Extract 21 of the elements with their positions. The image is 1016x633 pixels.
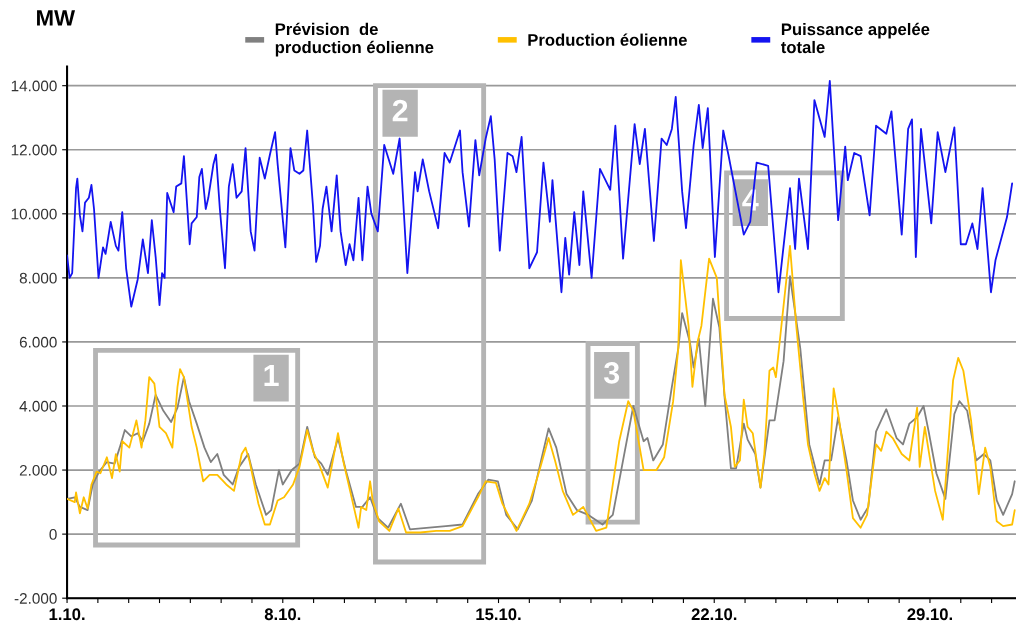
x-tick-label: 1.10. xyxy=(49,608,85,621)
annotation: 1 xyxy=(264,364,279,386)
y-tick-label: 4.000 xyxy=(19,400,57,412)
legend-label: Production éolienne xyxy=(528,33,687,46)
y-tick-label: 10.000 xyxy=(11,208,57,220)
annotation: 2 xyxy=(392,99,408,122)
x-tick-label: 15.10. xyxy=(476,608,521,621)
y-tick-label: 12.000 xyxy=(11,144,57,156)
y-tick-label: 0 xyxy=(49,528,57,540)
y-axis-title: MW xyxy=(37,10,76,26)
x-tick-label: 22.10. xyxy=(691,608,737,621)
annotation: 3 xyxy=(603,361,620,384)
y-tick-label: -2.000 xyxy=(14,593,57,604)
legend-label: Prévision de production éolienne xyxy=(275,22,434,57)
y-tick-label: 8.000 xyxy=(19,272,57,284)
x-tick-label: 29.10. xyxy=(907,608,952,621)
legend-label: Puissance appelée totale xyxy=(780,22,930,54)
y-tick-label: 14.000 xyxy=(11,80,57,92)
y-tick-label: 2.000 xyxy=(19,464,57,476)
y-tick-label: 6.000 xyxy=(19,336,57,348)
x-tick-label: 8.10. xyxy=(264,608,301,621)
